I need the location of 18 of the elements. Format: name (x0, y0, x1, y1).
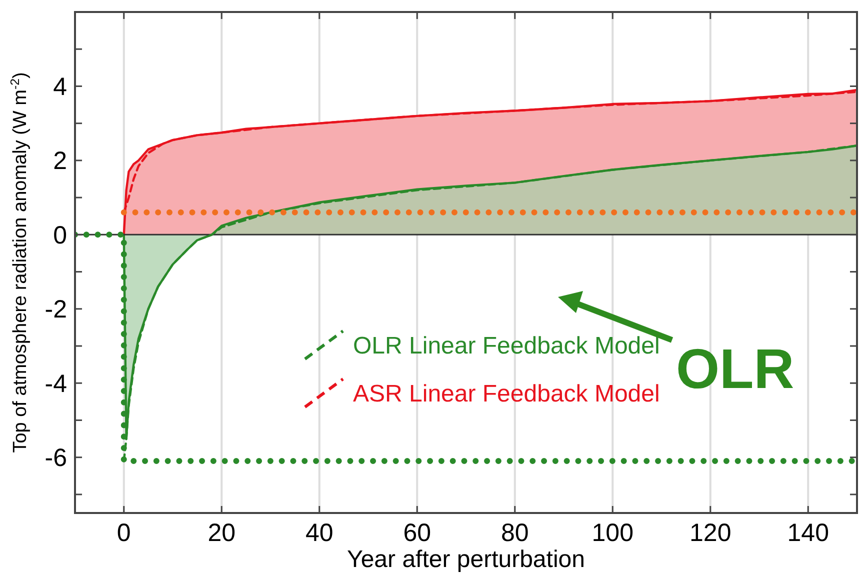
x-tick-label: 140 (787, 519, 829, 547)
legend-label: OLR Linear Feedback Model (353, 332, 660, 360)
annotation: OLR (676, 337, 794, 400)
x-tick-label: 0 (116, 519, 131, 547)
x-tick-label: 60 (403, 519, 432, 547)
x-tick-label: 120 (690, 519, 732, 547)
y-tick-label: -2 (44, 296, 67, 324)
x-tick-label: 40 (305, 519, 334, 547)
y-tick-label: 4 (53, 72, 68, 101)
y-tick-label: -4 (44, 370, 68, 398)
y-tick-label: 2 (53, 147, 67, 176)
y-tick-label: 0 (53, 221, 67, 250)
x-axis-title: Year after perturbation (347, 546, 585, 573)
y-tick-label: -6 (44, 444, 67, 472)
x-tick-label: 100 (592, 519, 634, 547)
x-tick-label: 80 (500, 519, 529, 547)
legend-label: ASR Linear Feedback Model (353, 380, 660, 408)
x-tick-label: 20 (208, 519, 236, 547)
